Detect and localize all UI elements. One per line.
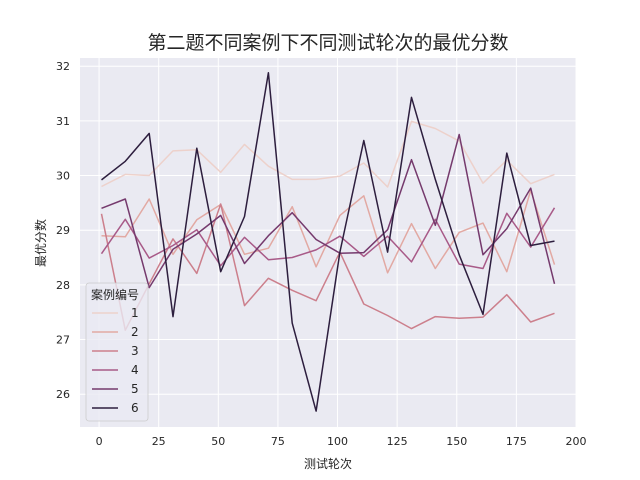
x-tick-label-7: 175 — [506, 435, 527, 448]
series-layer — [100, 72, 556, 412]
series-line-5 — [101, 133, 556, 289]
series-line-4 — [100, 207, 556, 270]
legend-label-6: 6 — [131, 401, 139, 415]
legend: 案例编号 1 2 3 4 5 6 — [85, 282, 149, 422]
series-line-3 — [100, 203, 555, 331]
y-tick-label-0: 26 — [56, 388, 70, 401]
x-tick-label-0: 0 — [96, 435, 103, 448]
x-tick-label-3: 75 — [271, 435, 285, 448]
y-tick-label-2: 28 — [56, 279, 70, 292]
y-tick-label-3: 29 — [56, 224, 70, 237]
series-line-6 — [101, 72, 555, 412]
chart-title: 第二题不同案例下不同测试轮次的最优分数 — [147, 32, 508, 54]
x-tick-label-5: 125 — [387, 435, 408, 448]
y-axis-label: 最优分数 — [33, 219, 48, 267]
y-tick-label-4: 30 — [56, 170, 70, 183]
gridlines — [80, 58, 577, 427]
legend-items: 1 2 3 4 5 6 — [92, 306, 139, 415]
x-tick-label-2: 50 — [211, 435, 225, 448]
series-line-2 — [101, 189, 556, 274]
y-tick-label-5: 31 — [56, 115, 70, 128]
y-tick-label-1: 27 — [56, 334, 70, 347]
y-tick-label-6: 32 — [56, 60, 70, 73]
x-tick-label-8: 200 — [566, 435, 587, 448]
x-tick-labels: 0 25 50 75 100 125 150 175 200 — [96, 435, 587, 448]
legend-title: 案例编号 — [91, 287, 139, 302]
x-tick-label-6: 150 — [446, 435, 467, 448]
legend-label-2: 2 — [131, 325, 139, 339]
y-tick-labels: 26 27 28 29 30 31 32 — [56, 60, 70, 401]
x-tick-label-4: 100 — [327, 435, 348, 448]
legend-label-5: 5 — [131, 382, 139, 396]
legend-label-3: 3 — [131, 344, 139, 358]
series-line-1 — [101, 120, 555, 188]
x-tick-label-1: 25 — [152, 435, 166, 448]
legend-label-4: 4 — [131, 363, 139, 377]
x-axis-label: 测试轮次 — [304, 456, 352, 471]
legend-box — [85, 282, 149, 422]
legend-label-1: 1 — [131, 306, 139, 320]
